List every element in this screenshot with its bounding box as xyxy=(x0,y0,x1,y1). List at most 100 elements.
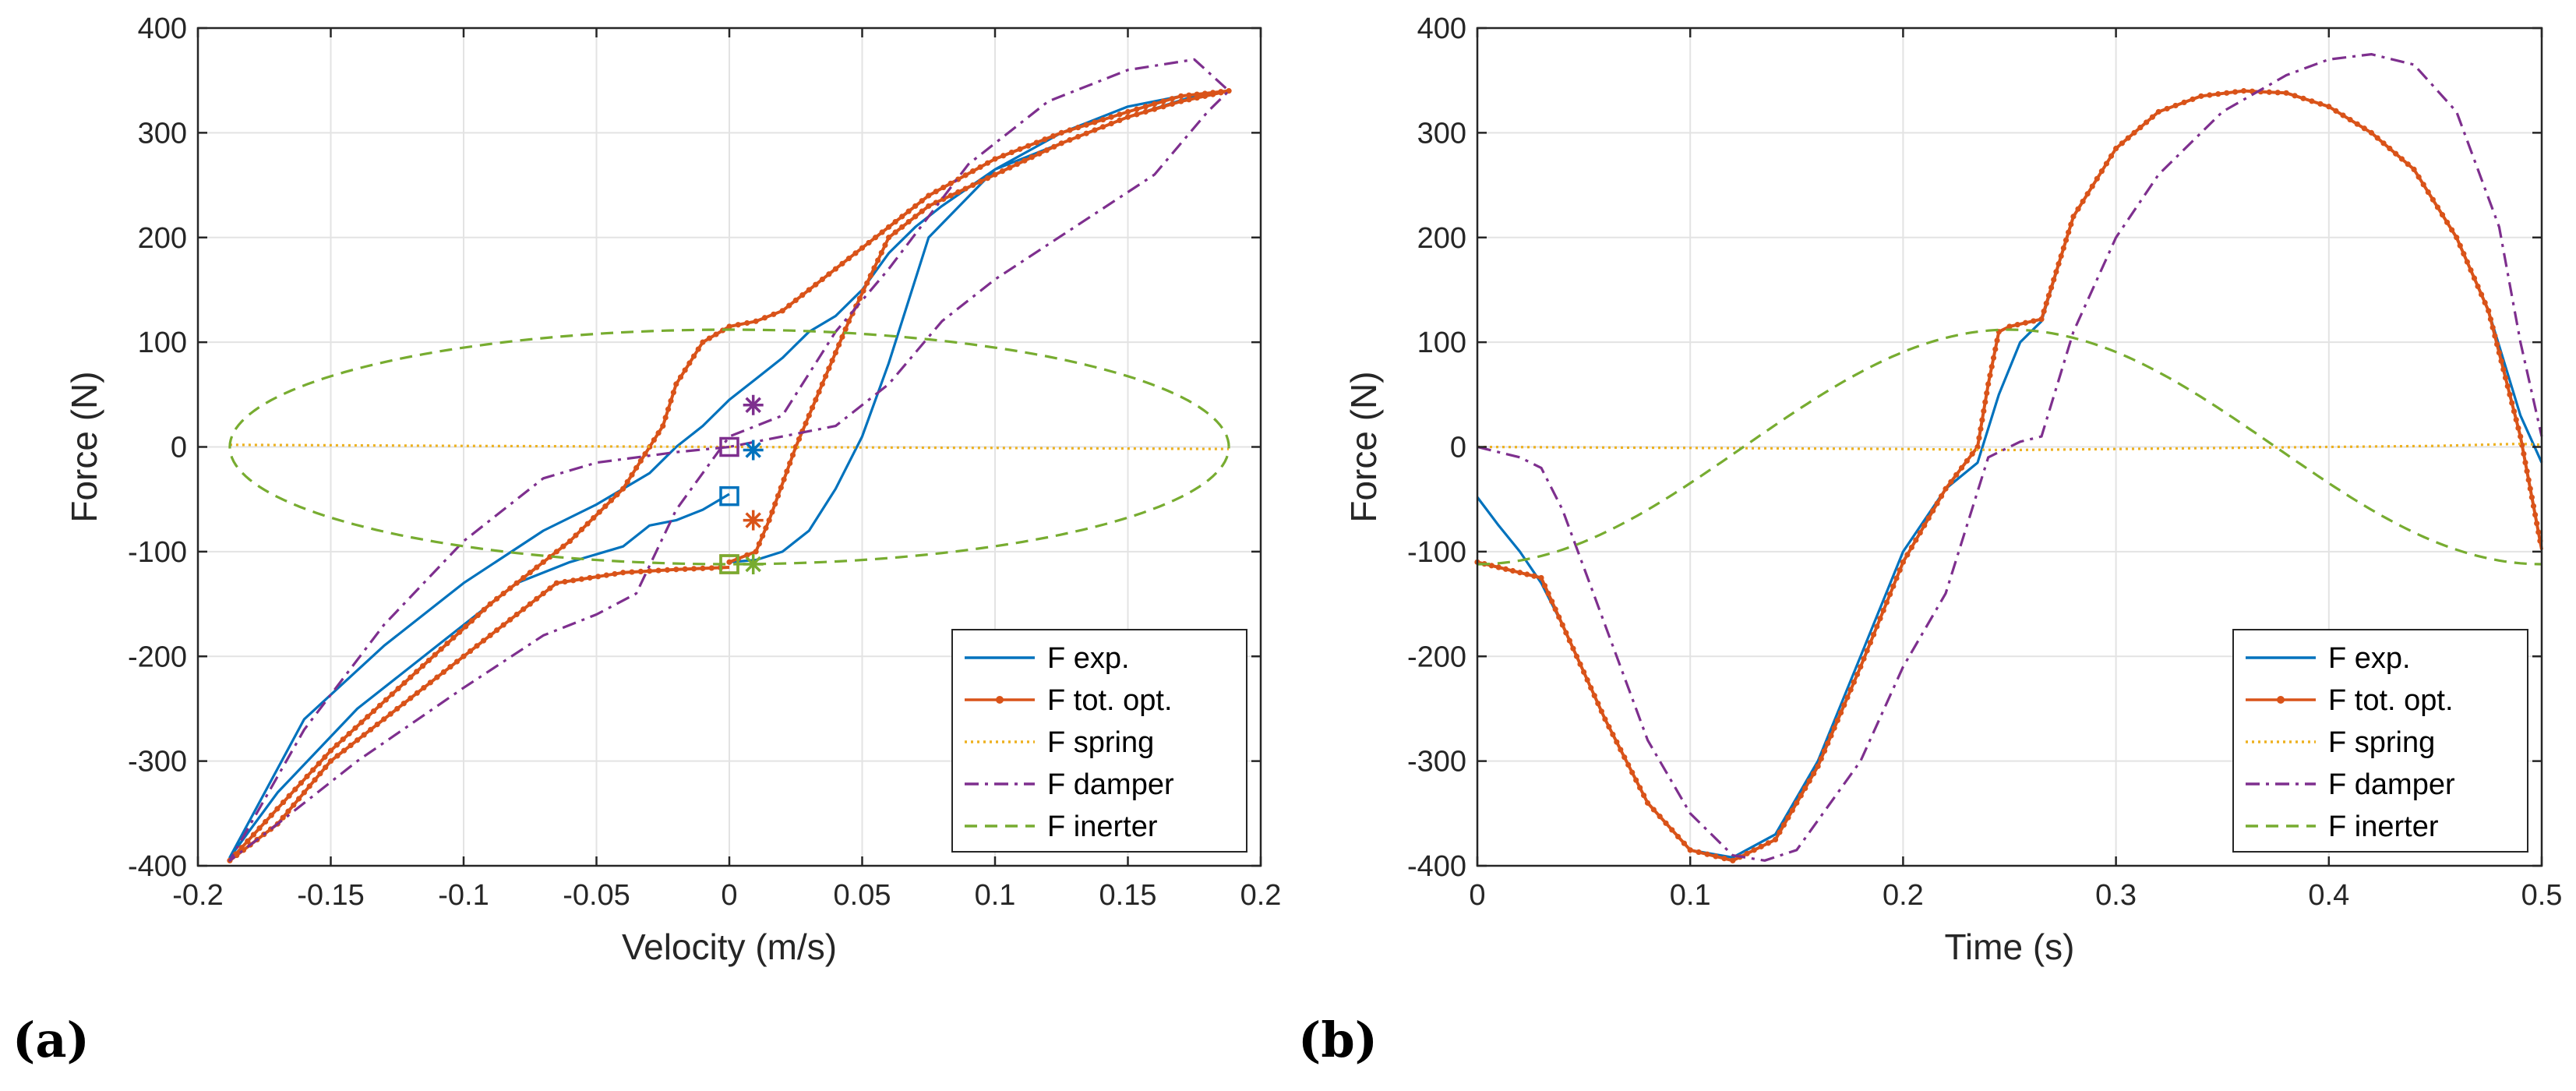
data-point xyxy=(2181,99,2187,106)
data-point xyxy=(301,789,307,796)
data-point xyxy=(984,160,991,166)
data-point xyxy=(298,780,304,786)
data-point xyxy=(1614,739,1620,745)
data-point xyxy=(882,242,888,249)
legend-item: F inerter xyxy=(2246,810,2439,843)
data-point xyxy=(886,224,892,230)
data-point xyxy=(852,250,859,256)
data-point xyxy=(432,651,438,658)
data-point xyxy=(1821,748,1828,754)
legend-item: F damper xyxy=(2246,768,2455,801)
data-point xyxy=(2507,391,2513,397)
data-point xyxy=(603,572,609,578)
legend-label: F inerter xyxy=(2328,810,2439,843)
data-point xyxy=(2155,108,2161,115)
data-point xyxy=(771,311,777,317)
data-point xyxy=(955,189,962,196)
data-point xyxy=(2420,182,2426,188)
data-point xyxy=(1818,755,1824,762)
data-point xyxy=(304,773,310,779)
data-point xyxy=(1625,761,1632,768)
data-point xyxy=(892,218,898,225)
data-point xyxy=(2164,105,2170,112)
data-point xyxy=(520,574,527,581)
data-point xyxy=(1541,582,1548,589)
data-point xyxy=(1978,425,1984,433)
data-point xyxy=(1194,91,1200,97)
y-tick-label: -400 xyxy=(128,850,187,883)
legend-label: F spring xyxy=(2328,726,2435,759)
data-point xyxy=(1552,606,1558,613)
data-point xyxy=(1083,122,1089,128)
data-point xyxy=(1210,90,1216,96)
data-point xyxy=(1982,399,1988,405)
data-point xyxy=(447,664,453,670)
data-point xyxy=(312,777,318,783)
x-tick-label: 0.15 xyxy=(1099,879,1157,912)
data-point xyxy=(1186,92,1192,98)
data-point xyxy=(408,674,414,680)
legend-item: F spring xyxy=(965,726,1154,759)
data-point xyxy=(1674,833,1681,840)
data-point xyxy=(905,208,912,214)
data-point xyxy=(553,549,559,555)
data-point xyxy=(2068,221,2074,228)
data-point xyxy=(866,239,872,246)
data-point xyxy=(845,318,852,324)
data-point xyxy=(2006,323,2013,330)
data-point xyxy=(291,802,297,808)
y-tick-label: 400 xyxy=(1417,12,1466,45)
data-point xyxy=(813,397,819,403)
data-point xyxy=(819,276,825,283)
data-point xyxy=(1584,676,1590,683)
data-point xyxy=(463,623,469,630)
data-point xyxy=(761,315,768,321)
data-point xyxy=(700,339,706,345)
data-point xyxy=(775,493,782,499)
data-point xyxy=(886,235,892,241)
asterisk-marker xyxy=(743,510,764,531)
data-point xyxy=(1025,143,1032,149)
data-point xyxy=(256,825,263,831)
data-point xyxy=(1880,607,1886,613)
legend-label: F damper xyxy=(2328,768,2455,801)
x-tick-label: 0.4 xyxy=(2308,879,2349,912)
data-point xyxy=(295,796,302,802)
data-point xyxy=(845,256,852,262)
series-line xyxy=(1477,328,2542,566)
data-point xyxy=(1772,836,1779,843)
data-point xyxy=(1099,116,1106,123)
data-point xyxy=(383,697,389,703)
data-point xyxy=(1953,471,1960,478)
data-point xyxy=(540,591,546,597)
data-point xyxy=(1900,559,1906,565)
data-point xyxy=(341,747,348,754)
x-axis-label: Velocity (m/s) xyxy=(622,927,837,967)
y-axis-label: Force (N) xyxy=(64,371,104,522)
data-point xyxy=(612,570,618,577)
data-point xyxy=(534,595,540,602)
data-point xyxy=(1987,372,1993,379)
data-point xyxy=(2038,316,2045,323)
data-point xyxy=(562,578,568,585)
data-point xyxy=(1751,847,1757,853)
data-point xyxy=(1704,851,1710,857)
data-point xyxy=(786,302,792,309)
data-point xyxy=(620,485,626,492)
data-point xyxy=(1696,849,1702,856)
data-point xyxy=(578,526,585,533)
series-f-damper xyxy=(228,58,1230,862)
data-point xyxy=(570,577,577,584)
data-point xyxy=(2524,468,2530,475)
data-point xyxy=(629,569,635,575)
asterisk-marker xyxy=(743,394,764,415)
data-point xyxy=(2461,251,2467,257)
legend-item: F inerter xyxy=(965,810,1158,843)
data-point xyxy=(414,690,420,696)
data-point xyxy=(926,203,932,210)
legend-label: F spring xyxy=(1047,726,1154,759)
data-point xyxy=(2103,161,2110,167)
data-point xyxy=(376,702,383,708)
data-point xyxy=(2340,112,2346,118)
data-point xyxy=(2053,269,2059,275)
